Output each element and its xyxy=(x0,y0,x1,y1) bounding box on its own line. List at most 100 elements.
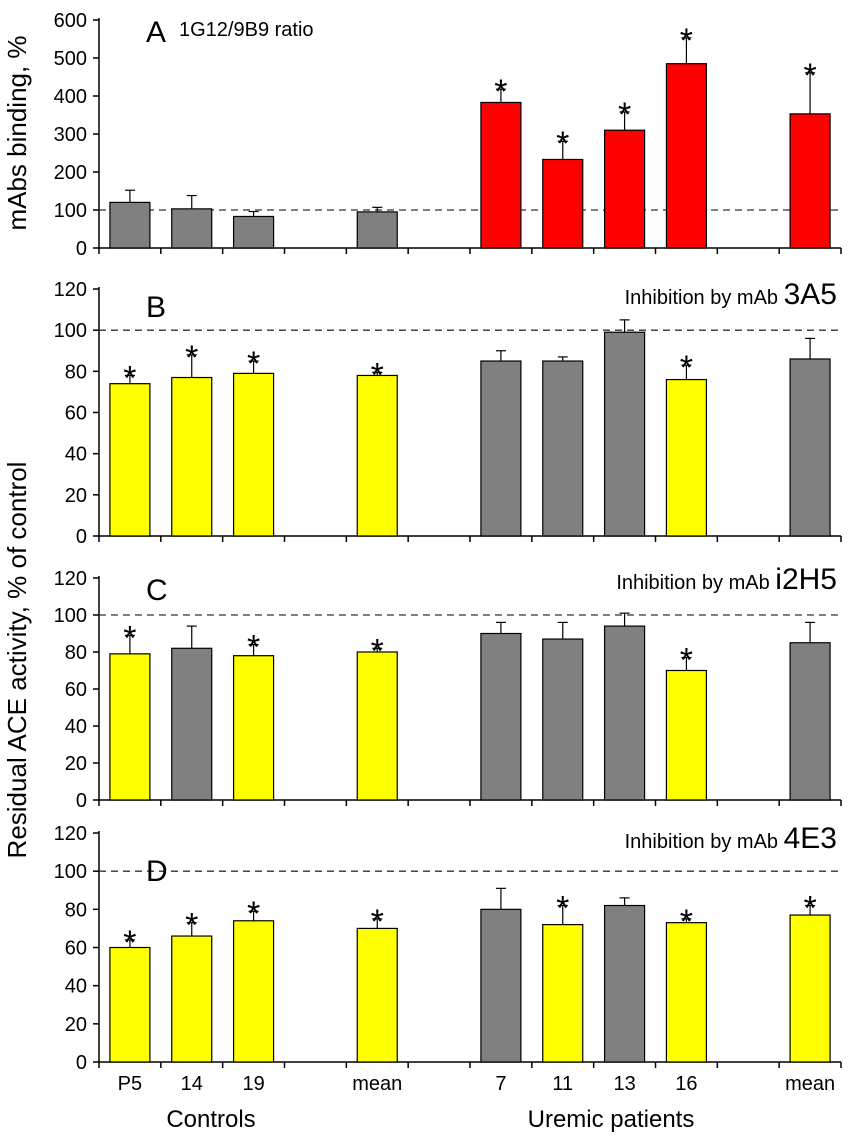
significance-asterisk: * xyxy=(556,125,569,163)
panel-title-mab: 3A5 xyxy=(784,278,837,311)
y-axis-label-binding: mAbs binding, % xyxy=(2,35,32,230)
bar-d-14 xyxy=(171,935,213,1063)
y-tick-label: 100 xyxy=(54,320,87,342)
significance-asterisk: * xyxy=(185,907,198,945)
y-tick-label: 500 xyxy=(54,48,87,70)
y-tick-label: 0 xyxy=(76,1052,87,1074)
y-tick-label: 60 xyxy=(65,403,87,425)
y-tick-label: 100 xyxy=(54,605,87,627)
significance-asterisk: * xyxy=(185,339,198,377)
y-tick-label: 200 xyxy=(54,162,87,184)
bar-b-19 xyxy=(232,372,275,537)
x-category-label: 19 xyxy=(242,1073,264,1095)
panel-letter-b: B xyxy=(146,291,166,324)
y-tick-label: 20 xyxy=(65,1014,87,1036)
bar-b-16 xyxy=(665,378,708,537)
panel-title: Inhibition by mAb 4E3 xyxy=(625,822,837,855)
panel-title-mab: 4E3 xyxy=(784,822,837,855)
panel-title: Inhibition by mAb 3A5 xyxy=(625,278,837,311)
y-tick-label: 40 xyxy=(65,976,87,998)
bar-a-7 xyxy=(480,101,522,249)
panel-title-mab: i2H5 xyxy=(775,563,837,596)
significance-asterisk: * xyxy=(247,895,260,933)
significance-asterisk: * xyxy=(803,57,816,95)
bar-d-P5 xyxy=(109,946,151,1063)
bar-d-16 xyxy=(665,922,708,1063)
x-category-label: 11 xyxy=(552,1073,573,1095)
significance-asterisk: * xyxy=(123,619,136,657)
panel-letter-a: A xyxy=(146,16,166,49)
bar-c-14 xyxy=(171,647,213,801)
bar-d-19 xyxy=(232,920,275,1063)
significance-asterisk: * xyxy=(680,349,693,387)
x-category-label: mean xyxy=(785,1073,835,1095)
y-tick-label: 0 xyxy=(76,790,87,812)
panel-a: 0 100 200 300 400 500 600 * * * * * A 1G12/9B9 ratio xyxy=(54,10,842,260)
significance-asterisk: * xyxy=(556,890,569,928)
x-category-label: 7 xyxy=(495,1073,506,1095)
significance-asterisk: * xyxy=(680,22,693,60)
significance-asterisk: * xyxy=(247,345,260,383)
panel-title-prefix: Inhibition by mAb xyxy=(625,287,784,309)
significance-asterisk: * xyxy=(371,903,384,941)
y-tick-label: 100 xyxy=(54,861,87,883)
panel-title: Inhibition by mAb i2H5 xyxy=(616,563,837,596)
panel-letter-c: C xyxy=(146,574,168,607)
y-tick-label: 80 xyxy=(65,361,87,383)
y-tick-label: 600 xyxy=(54,10,87,32)
bar-c-11 xyxy=(542,638,584,801)
panel-b: 0 20 40 60 80 100 120 * * * * * B Inhibition by mAb 3… xyxy=(54,278,842,548)
bar-a-11 xyxy=(542,158,584,249)
bar-b-P5 xyxy=(109,383,151,537)
bar-a-13 xyxy=(603,129,646,249)
y-tick-label: 80 xyxy=(65,642,87,664)
bar-c-P5 xyxy=(109,653,151,801)
bar-a-14 xyxy=(171,208,213,249)
significance-asterisk: * xyxy=(123,924,136,962)
y-tick-label: 120 xyxy=(54,279,87,301)
bar-c-19 xyxy=(232,655,275,801)
significance-asterisk: * xyxy=(371,632,384,670)
y-tick-label: 20 xyxy=(65,485,87,507)
bar-d-mean xyxy=(356,927,398,1063)
y-tick-label: 120 xyxy=(54,823,87,845)
y-tick-label: 0 xyxy=(76,526,87,548)
y-tick-label: 400 xyxy=(54,86,87,108)
panel-title: 1G12/9B9 ratio xyxy=(179,19,314,41)
bar-c-16 xyxy=(665,669,708,801)
significance-asterisk: * xyxy=(803,890,816,928)
panel-title-prefix: Inhibition by mAb xyxy=(625,831,784,853)
x-category-label: P5 xyxy=(118,1073,142,1095)
y-tick-label: 80 xyxy=(65,899,87,921)
bar-c-mean xyxy=(356,651,398,801)
y-tick-label: 60 xyxy=(65,679,87,701)
significance-asterisk: * xyxy=(618,96,631,134)
bar-c-mean xyxy=(789,642,831,801)
bar-d-mean xyxy=(789,914,831,1063)
panel-d: 0 20 40 60 80 100 120 * * * * * * * D Inhibition by mAb… xyxy=(54,822,842,1095)
bar-d-7 xyxy=(480,908,522,1063)
bar-d-13 xyxy=(603,904,646,1063)
bar-a-19 xyxy=(232,215,275,249)
panel-c: 0 20 40 60 80 100 120 * * * * C Inhibition by mAb i2… xyxy=(54,563,842,812)
group-label-uremic-patients: Uremic patients xyxy=(528,1106,695,1133)
x-category-label: 16 xyxy=(675,1073,697,1095)
x-category-label: 13 xyxy=(613,1073,635,1095)
y-tick-label: 0 xyxy=(76,238,87,260)
bar-c-7 xyxy=(480,632,522,801)
y-tick-label: 40 xyxy=(65,444,87,466)
bar-b-11 xyxy=(542,360,584,537)
y-axis-label-residual-activity: Residual ACE activity, % of control xyxy=(2,462,32,859)
bar-c-13 xyxy=(603,625,646,801)
bar-b-mean xyxy=(356,374,398,537)
y-tick-label: 120 xyxy=(54,568,87,590)
panel-title-prefix: Inhibition by mAb xyxy=(616,572,775,594)
bar-a-mean xyxy=(356,211,398,249)
significance-asterisk: * xyxy=(680,642,693,680)
significance-asterisk: * xyxy=(680,903,693,941)
significance-asterisk: * xyxy=(247,629,260,667)
bar-d-11 xyxy=(542,923,584,1063)
y-tick-label: 20 xyxy=(65,753,87,775)
bar-b-14 xyxy=(171,376,213,537)
